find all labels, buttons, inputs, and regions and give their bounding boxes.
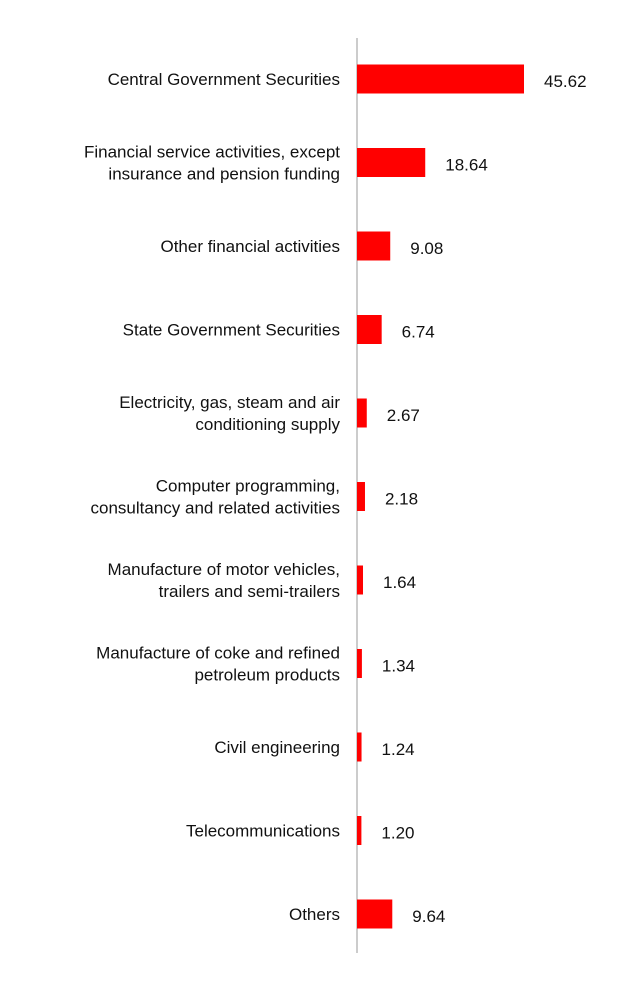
category-label-0-line-0: Central Government Securities: [108, 70, 340, 89]
value-label-2: 9.08: [410, 239, 443, 258]
bar-3: [357, 315, 382, 344]
bar-7: [357, 649, 362, 678]
category-label-5-line-0: Computer programming,: [156, 477, 340, 496]
bar-10: [357, 899, 393, 929]
value-label-1: 18.64: [445, 156, 488, 175]
category-label-3-line-0: State Government Securities: [123, 321, 340, 340]
bar-6: [357, 565, 364, 595]
bar-8: [357, 732, 362, 762]
category-label-4-line-1: conditioning supply: [195, 415, 340, 434]
category-label-7-line-1: petroleum products: [194, 666, 340, 685]
category-label-10-line-0: Others: [289, 905, 340, 924]
value-label-8: 1.24: [382, 740, 415, 759]
category-label-1-line-1: insurance and pension funding: [108, 165, 340, 184]
bar-5: [357, 482, 365, 511]
category-label-6-line-0: Manufacture of motor vehicles,: [108, 560, 340, 579]
value-label-3: 6.74: [402, 323, 435, 342]
category-label-4-line-0: Electricity, gas, steam and air: [119, 393, 340, 412]
bars-group: [357, 64, 524, 929]
value-labels-group: 45.62 18.64 9.08 6.74 2.67 2.18 1.64 1.34 1.24 1.…: [381, 72, 586, 926]
value-label-0: 45.62: [544, 72, 587, 91]
bar-2: [357, 231, 391, 261]
value-label-9: 1.20: [381, 824, 414, 843]
value-label-5: 2.18: [385, 490, 418, 509]
bar-4: [357, 398, 367, 428]
category-label-5-line-1: consultancy and related activities: [91, 499, 340, 518]
value-label-4: 2.67: [387, 406, 420, 425]
bar-1: [357, 148, 426, 177]
bar-9: [357, 816, 362, 845]
bar-0: [357, 64, 524, 94]
category-labels-group: Central Government Securities Financial s…: [84, 70, 341, 924]
category-label-9-line-0: Telecommunications: [186, 822, 340, 841]
value-label-10: 9.64: [412, 907, 445, 926]
category-label-8-line-0: Civil engineering: [214, 738, 340, 757]
value-label-7: 1.34: [382, 657, 415, 676]
value-label-6: 1.64: [383, 573, 416, 592]
category-label-1-line-0: Financial service activities, except: [84, 143, 340, 162]
category-label-6-line-1: trailers and semi-trailers: [159, 582, 340, 601]
category-label-2-line-0: Other financial activities: [160, 237, 340, 256]
category-label-7-line-0: Manufacture of coke and refined: [96, 644, 340, 663]
